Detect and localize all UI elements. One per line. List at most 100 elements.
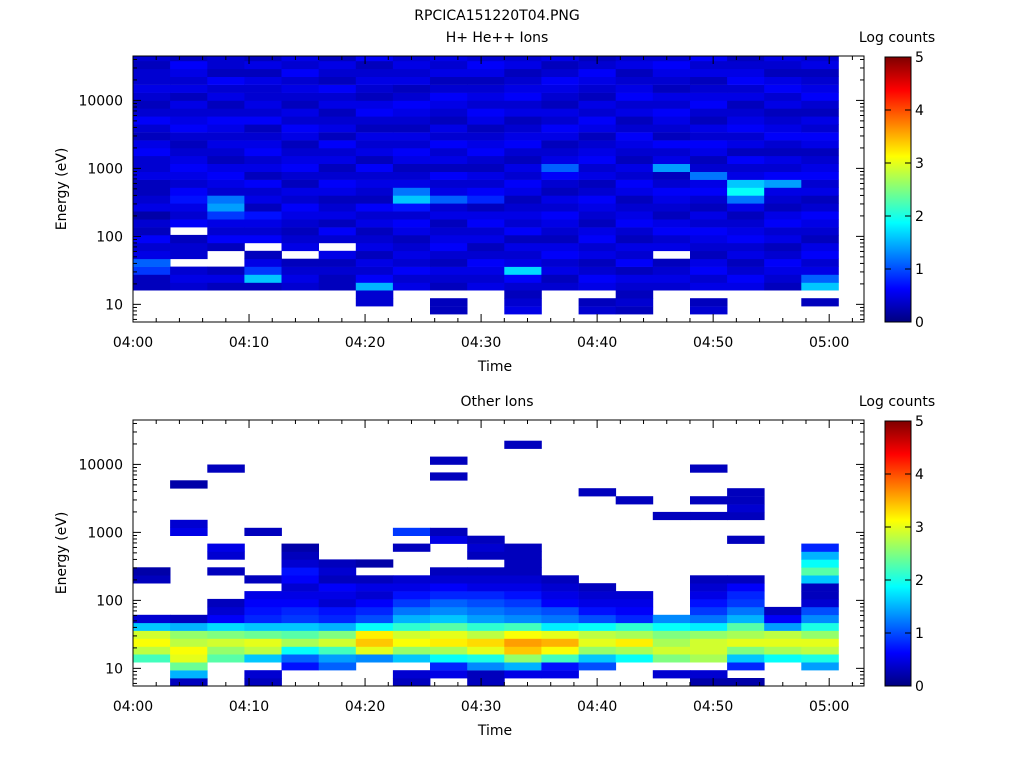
heatmap-cell — [170, 116, 208, 125]
heatmap-cell — [578, 630, 617, 639]
heatmap-cell — [355, 598, 394, 608]
heatmap-cell — [801, 654, 839, 663]
y-tick-label: 10000 — [78, 457, 123, 473]
heatmap-cell — [652, 132, 691, 141]
heatmap-cell — [727, 250, 765, 260]
colorbar-tick-label: 1 — [915, 626, 924, 642]
heatmap-cell — [764, 646, 802, 655]
heatmap-cell — [355, 100, 394, 109]
heatmap-cell — [170, 519, 208, 528]
heatmap-cell — [690, 258, 728, 267]
colorbar-tick-label: 2 — [915, 209, 924, 225]
heatmap-cell — [133, 171, 171, 180]
x-tick-label: 05:00 — [809, 699, 849, 715]
heatmap-cell — [652, 155, 691, 164]
x-tick-label: 04:40 — [577, 335, 617, 351]
heatmap-cell — [764, 211, 802, 220]
heatmap-cell — [244, 282, 282, 291]
heatmap-cell — [430, 306, 468, 315]
heatmap-cell — [690, 68, 728, 77]
heatmap-cell — [764, 84, 802, 93]
heatmap-cell — [652, 219, 691, 228]
heatmap-cell — [392, 543, 431, 552]
heatmap-cell — [133, 654, 171, 663]
heatmap-cell — [281, 116, 319, 125]
heatmap-cell — [578, 282, 617, 291]
heatmap-cell — [727, 147, 765, 157]
heatmap-cell — [133, 211, 171, 220]
heatmap-cell — [652, 179, 691, 188]
heatmap-cell — [690, 511, 728, 521]
heatmap-cell — [801, 84, 839, 93]
heatmap-cell — [318, 179, 357, 188]
heatmap-cell — [133, 140, 171, 149]
heatmap-cell — [133, 155, 171, 164]
heatmap-cell — [578, 583, 617, 592]
heatmap-cell — [764, 219, 802, 228]
heatmap-cell — [207, 234, 245, 244]
x-tick-label: 04:30 — [461, 699, 501, 715]
heatmap-cell — [133, 282, 171, 291]
heatmap-cell — [430, 282, 468, 291]
heatmap-cell — [467, 56, 505, 62]
heatmap-cell — [207, 614, 245, 624]
heatmap-cell — [541, 124, 579, 133]
heatmap-cell — [615, 155, 654, 164]
heatmap-cell — [801, 195, 839, 204]
heatmap-cell — [727, 108, 765, 117]
heatmap-cell — [578, 638, 617, 647]
heatmap-cell — [170, 630, 208, 639]
heatmap-cell — [801, 60, 839, 70]
heatmap-cell — [504, 282, 542, 291]
heatmap-cell — [207, 567, 245, 576]
heatmap-cell — [281, 171, 319, 180]
heatmap-cell — [392, 583, 431, 592]
heatmap-cell — [504, 543, 542, 552]
heatmap-cell — [578, 203, 617, 212]
heatmap-cell — [467, 630, 505, 639]
heatmap-cell — [504, 211, 542, 220]
heatmap-cell — [504, 76, 542, 85]
heatmap-cell — [392, 203, 431, 212]
heatmap-cell — [170, 638, 208, 647]
x-axis-label: Time — [477, 723, 512, 739]
heatmap-cell — [504, 250, 542, 260]
heatmap-cell — [392, 614, 431, 624]
x-axis-label: Time — [477, 359, 512, 375]
heatmap-cell — [392, 84, 431, 93]
heatmap-cell — [467, 242, 505, 252]
heatmap-cell — [578, 242, 617, 252]
heatmap-cell — [133, 638, 171, 647]
heatmap-cell — [764, 282, 802, 291]
heatmap-cell — [281, 606, 319, 616]
colorbar-label: Log counts — [859, 394, 935, 410]
heatmap-cell — [615, 179, 654, 188]
heatmap-cell — [392, 147, 431, 157]
heatmap-cell — [541, 147, 579, 157]
heatmap-cell — [355, 250, 394, 260]
x-axis: 04:00 04:10 04:20 04:30 04:40 04:50 05:00 — [113, 56, 853, 351]
heatmap-cell — [690, 211, 728, 220]
heatmap-cell — [690, 306, 728, 315]
heatmap-cell — [652, 242, 691, 252]
heatmap-cell — [504, 147, 542, 157]
heatmap-cells — [133, 56, 839, 315]
heatmap-cell — [578, 227, 617, 236]
heatmap-cell — [392, 575, 431, 584]
heatmap-cell — [467, 551, 505, 560]
heatmap-cell — [244, 211, 282, 220]
heatmap-cell — [578, 598, 617, 608]
heatmap-cell — [467, 583, 505, 592]
heatmap-cell — [355, 606, 394, 616]
heatmap-cell — [133, 163, 171, 172]
heatmap-cell — [207, 163, 245, 172]
heatmap-cell — [541, 598, 579, 608]
x-tick-label: 04:00 — [113, 335, 153, 351]
heatmap-cell — [467, 132, 505, 141]
heatmap-cell — [541, 242, 579, 252]
heatmap-cell — [690, 84, 728, 93]
heatmap-cell — [133, 219, 171, 228]
heatmap-cell — [690, 630, 728, 639]
heatmap-cell — [690, 227, 728, 236]
heatmap-cell — [244, 163, 282, 172]
